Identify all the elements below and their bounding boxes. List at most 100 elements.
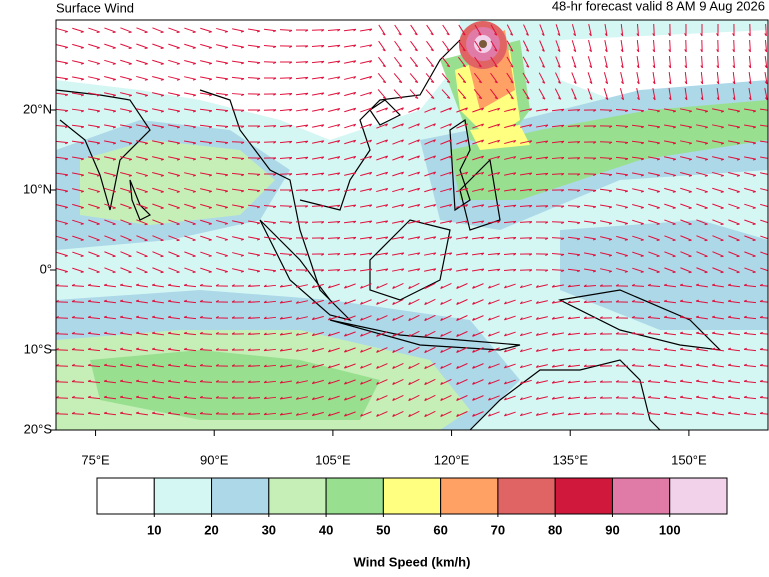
wind-arrow: [376, 379, 388, 385]
wind-arrow: [135, 379, 149, 384]
wind-arrow: [440, 410, 452, 418]
wind-arrow: [360, 411, 372, 417]
wind-arrow: [248, 252, 261, 257]
wind-arrow: [119, 379, 133, 384]
wind-arrow: [600, 204, 613, 209]
wind-arrow: [456, 299, 468, 305]
wind-arrow: [652, 71, 656, 85]
wind-arrow: [748, 71, 752, 85]
wind-arrow: [503, 411, 516, 417]
wind-arrow: [647, 140, 661, 145]
wind-arrow: [456, 411, 468, 417]
wind-arrow: [759, 379, 768, 383]
wind-arrow: [440, 282, 452, 290]
wind-arrow: [216, 188, 229, 193]
wind-arrow: [599, 284, 613, 287]
wind-arrow: [215, 364, 229, 367]
wind-arrow: [700, 23, 703, 37]
colorbar-box: [440, 477, 499, 515]
wind-arrow: [88, 92, 101, 97]
wind-arrow: [151, 283, 165, 288]
wind-arrow: [743, 331, 757, 336]
wind-arrow: [472, 204, 485, 208]
wind-arrow: [679, 363, 693, 368]
wind-arrow: [327, 363, 340, 369]
wind-arrow: [279, 140, 293, 144]
wind-arrow: [135, 283, 149, 288]
wind-arrow: [312, 108, 325, 112]
wind-arrow: [551, 316, 564, 320]
wind-arrow: [426, 24, 434, 36]
wind-arrow: [743, 411, 757, 416]
wind-arrow: [631, 156, 645, 161]
wind-arrow: [727, 315, 741, 320]
wind-arrow: [119, 411, 133, 416]
wind-arrow: [504, 172, 517, 176]
wind-arrow: [615, 300, 629, 303]
wind-arrow: [120, 219, 132, 226]
wind-arrow: [760, 156, 768, 159]
wind-arrow: [135, 347, 149, 352]
wind-arrow: [135, 395, 149, 400]
wind-arrow: [279, 189, 293, 192]
wind-arrow: [711, 331, 725, 336]
wind-arrow: [536, 108, 549, 112]
wind-arrow: [360, 60, 373, 64]
wind-arrow: [327, 237, 341, 240]
wind-arrow: [135, 363, 149, 368]
wind-arrow: [360, 283, 372, 289]
wind-arrow: [679, 347, 693, 352]
wind-arrow: [567, 412, 581, 416]
wind-arrow: [716, 71, 720, 85]
wind-arrow: [295, 380, 308, 384]
wind-arrow: [631, 315, 645, 319]
wind-arrow: [279, 237, 293, 241]
wind-arrow: [376, 347, 388, 353]
wind-arrow: [360, 139, 373, 145]
wind-arrow: [615, 172, 629, 177]
wind-arrow: [263, 268, 277, 273]
wind-arrow: [295, 61, 309, 64]
colorbar-label: 60: [433, 522, 447, 537]
wind-arrow: [488, 155, 501, 161]
wind-arrow: [535, 332, 548, 336]
wind-arrow: [215, 108, 229, 113]
wind-arrow: [71, 379, 85, 383]
map-axes: 75°E 90°E 105°E 120°E 135°E 150°E 20°S 10°S 0° 10…: [23, 101, 707, 467]
wind-arrow: [488, 188, 501, 192]
wind-arrow: [295, 108, 309, 112]
wind-arrow: [184, 27, 196, 33]
wind-arrow: [231, 76, 245, 81]
wind-arrow: [135, 315, 149, 320]
wind-arrow: [120, 187, 132, 193]
wind-arrow: [231, 364, 245, 367]
wind-arrow: [631, 347, 645, 351]
wind-arrow: [456, 107, 468, 113]
colorbar-label: 70: [491, 522, 505, 537]
wind-arrow: [103, 347, 117, 352]
wind-arrow: [744, 156, 757, 161]
wind-arrow: [487, 252, 501, 256]
wind-arrow: [743, 395, 757, 400]
wind-arrow: [231, 141, 245, 145]
wind-arrow: [231, 284, 245, 287]
wind-arrow: [392, 394, 404, 402]
wind-arrow: [759, 347, 768, 351]
wind-arrow: [583, 220, 597, 225]
wind-arrow: [136, 156, 148, 161]
wind-arrow: [551, 253, 565, 257]
wind-arrow: [567, 364, 581, 368]
wind-arrow: [151, 411, 165, 416]
wind-arrow: [440, 171, 453, 177]
wind-arrow: [88, 219, 100, 225]
colorbar-box: [611, 477, 671, 515]
wind-arrow: [360, 331, 372, 337]
colorbar-label: 10: [147, 522, 161, 537]
wind-arrow: [216, 267, 228, 273]
wind-arrow: [695, 331, 709, 336]
wind-arrow: [359, 252, 373, 256]
wind-arrow: [519, 363, 532, 369]
wind-arrow: [490, 72, 498, 84]
wind-arrow: [279, 124, 293, 128]
